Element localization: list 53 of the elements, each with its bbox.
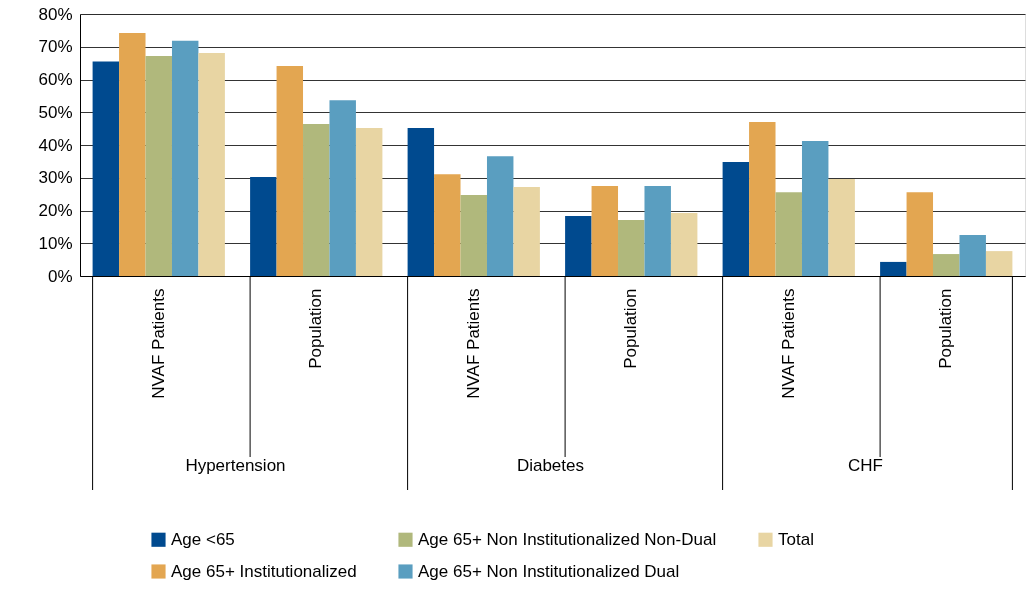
bar (906, 192, 934, 276)
bar (276, 66, 304, 276)
bar (303, 124, 330, 276)
y-tick-label: 30% (38, 168, 73, 188)
legend-label: Total (778, 529, 814, 549)
x-tick-label: Population (306, 288, 326, 369)
bar (92, 61, 120, 276)
bar (486, 156, 514, 276)
bar (775, 192, 802, 276)
bar (985, 251, 1013, 276)
bar (407, 127, 435, 276)
y-tick-label: 60% (38, 70, 73, 89)
legend-label: Age <65 (171, 529, 235, 549)
y-tick-label: 80% (38, 4, 73, 24)
bar (250, 177, 277, 276)
y-tick-label: 40% (38, 135, 73, 155)
bar (591, 185, 619, 276)
bar (880, 261, 907, 276)
bar (329, 100, 356, 276)
bar (565, 216, 592, 276)
text: Diabetes (516, 456, 585, 475)
y-tick-label: 20% (38, 201, 73, 220)
bar (644, 185, 671, 276)
bar (513, 186, 540, 276)
legend-label: Age 65+ Institutionalized (171, 561, 357, 581)
x-tick-label: NVAF Patients (463, 288, 483, 399)
x-tick-label: Population (936, 288, 956, 369)
legend-label: Age 65+ Non Institutionalized Dual (418, 561, 680, 581)
bar (749, 122, 776, 276)
bar (171, 40, 199, 276)
y-tick-label: 10% (38, 233, 73, 253)
x-tick-label: NVAF Patients (148, 288, 168, 399)
text: CHF (847, 456, 883, 475)
bar (618, 220, 645, 276)
x-tick-label: Population (621, 288, 641, 369)
bar (198, 52, 225, 276)
bar (355, 127, 383, 276)
bar (460, 195, 487, 276)
text: Hypertension (185, 456, 286, 475)
y-tick-label: 50% (38, 102, 73, 122)
bar (145, 55, 172, 276)
bar (722, 162, 750, 276)
x-tick-label: NVAF Patients (778, 288, 798, 399)
bar (959, 235, 986, 276)
legend-label: Age 65+ Non Institutionalized Non-Dual (418, 529, 717, 549)
bar (828, 179, 855, 276)
bar (434, 174, 461, 276)
y-tick-label: 70% (38, 37, 73, 57)
y-tick-label: 0% (47, 266, 73, 286)
bar (670, 213, 698, 276)
bar (119, 33, 146, 276)
bar (801, 141, 829, 276)
bar (933, 254, 960, 276)
